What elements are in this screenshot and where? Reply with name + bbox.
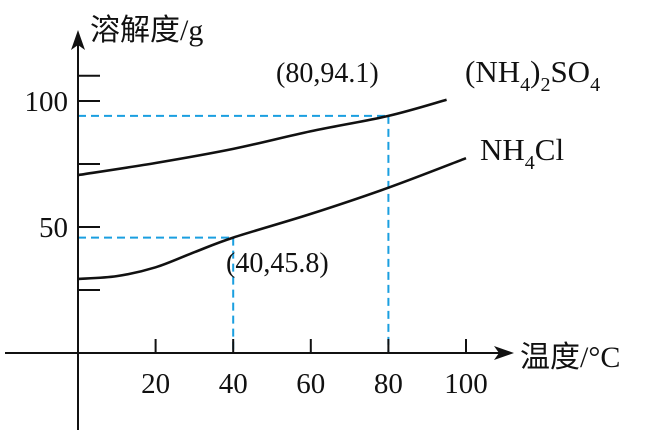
series-line-nh4cl [77,156,467,281]
x-tick-label-100: 100 [444,368,488,400]
series-line-nh4-2-so4 [77,98,447,177]
axes [5,30,514,430]
curves [77,98,467,281]
y-axis-label: 溶解度/g [90,14,203,47]
x-tick-label-20: 20 [141,368,170,400]
y-tick-label-50: 50 [39,212,68,244]
y-tick-label-100: 100 [25,86,69,118]
x-tick-label-60: 60 [296,368,325,400]
x-axis-arrow [494,346,514,360]
y-axis-arrow [71,30,85,50]
x-axis-label: 温度/°C [520,341,620,374]
x-tick-label-80: 80 [374,368,403,400]
annotation-80-94-1: (80,94.1) [276,58,379,89]
guide-lines [78,114,390,353]
labels: 溶解度/g 温度/°C (NH4)2SO4 NH4Cl (80,94.1) (4… [90,14,620,374]
x-tick-label-40: 40 [219,368,248,400]
series-label-nh4cl: NH4Cl [480,132,564,174]
tick-labels: 20 40 60 80 100 50 100 [25,86,488,400]
annotation-40-45-8: (40,45.8) [226,248,329,279]
series-label-nh4-2-so4: (NH4)2SO4 [465,54,600,96]
